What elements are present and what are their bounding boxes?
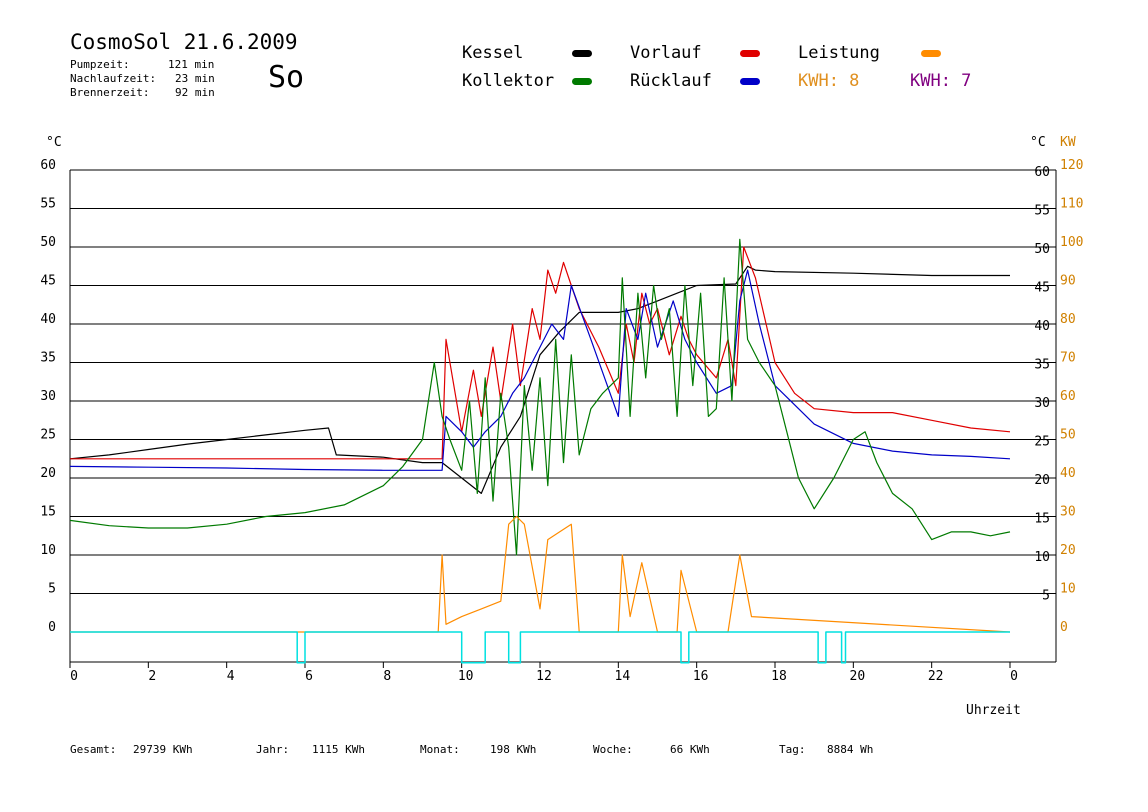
brenner-label: Brennerzeit: <box>70 86 150 99</box>
x-tick-label: 10 <box>458 669 474 684</box>
y-tick-label-right: 35 <box>1034 358 1050 373</box>
y-tick-label-left: 20 <box>40 466 56 481</box>
chart-title: CosmoSol 21.6.2009 <box>70 30 298 54</box>
footer-tag-value: 8884 Wh <box>827 743 874 756</box>
y-tick-label-right: 30 <box>1034 396 1050 411</box>
pumpzeit-label: Pumpzeit: <box>70 58 130 71</box>
footer-monat-value: 198 KWh <box>490 743 537 756</box>
x-tick-label: 8 <box>383 669 391 684</box>
y-tick-label-kw: 20 <box>1060 543 1076 558</box>
x-tick-label: 16 <box>693 669 709 684</box>
y-tick-label-left: 50 <box>40 235 56 250</box>
y-tick-label-right: 50 <box>1034 242 1050 257</box>
y-tick-label-left: 30 <box>40 389 56 404</box>
x-tick-label: 0 <box>70 669 78 684</box>
series-pumpe-line <box>70 631 1010 664</box>
x-tick-label: 18 <box>771 669 787 684</box>
footer-jahr-value: 1115 KWh <box>312 743 365 756</box>
y-tick-label-right: 55 <box>1034 204 1050 219</box>
y-tick-label-left: 25 <box>40 428 56 443</box>
y-tick-label-kw: 110 <box>1060 197 1083 212</box>
legend-ruecklauf: Rücklauf <box>630 71 712 91</box>
x-tick-label: 0 <box>1010 669 1018 684</box>
legend-kollektor: Kollektor <box>462 71 555 91</box>
legend-leistung-swatch <box>921 50 941 57</box>
y-axis-unit-right: °C <box>1030 135 1046 150</box>
y-tick-label-left: 40 <box>40 312 56 327</box>
footer-woche-value: 66 KWh <box>670 743 710 756</box>
series-leistung-line <box>70 515 1011 633</box>
legend-kwh-solar: KWH: 8 <box>798 71 860 91</box>
x-tick-label: 22 <box>928 669 944 684</box>
y-tick-label-kw: 100 <box>1060 235 1083 250</box>
footer-gesamt-value: 29739 KWh <box>133 743 193 756</box>
y-tick-label-right: 5 <box>1042 589 1050 604</box>
x-tick-label: 12 <box>536 669 552 684</box>
footer-tag-label: Tag: <box>779 743 806 756</box>
footer-woche-label: Woche: <box>593 743 633 756</box>
x-axis-label: Uhrzeit <box>966 703 1021 718</box>
series-kollektor-line <box>69 238 1011 556</box>
y-tick-label-kw: 50 <box>1060 428 1076 443</box>
y-tick-label-kw: 30 <box>1060 505 1076 520</box>
y-tick-label-kw: 80 <box>1060 312 1076 327</box>
footer-jahr-label: Jahr: <box>256 743 290 756</box>
x-tick-label: 14 <box>615 669 631 684</box>
legend-kessel: Kessel <box>462 43 524 63</box>
y-tick-label-right: 25 <box>1034 435 1050 450</box>
y-tick-label-left: 5 <box>48 582 56 597</box>
y-tick-label-kw: 40 <box>1060 466 1076 481</box>
legend-leistung: Leistung <box>798 43 880 63</box>
legend-ruecklauf-swatch <box>740 78 760 85</box>
x-tick-label: 6 <box>305 669 313 684</box>
y-tick-label-right: 15 <box>1034 512 1050 527</box>
legend-kwh-brenner: KWH: 7 <box>910 71 972 91</box>
y-tick-label-left: 10 <box>40 543 56 558</box>
weekday-label: So <box>268 60 305 95</box>
y-axis-unit-kw: KW <box>1060 135 1076 150</box>
brenner-value: 92 min <box>175 86 215 99</box>
y-tick-label-right: 20 <box>1034 473 1050 488</box>
y-tick-label-right: 40 <box>1034 319 1050 334</box>
y-tick-label-kw: 0 <box>1060 620 1068 635</box>
y-tick-label-right: 45 <box>1034 281 1050 296</box>
legend-vorlauf: Vorlauf <box>630 43 702 63</box>
y-tick-label-kw: 120 <box>1060 158 1083 173</box>
series-kessel-line <box>69 265 1010 494</box>
y-tick-label-left: 55 <box>40 197 56 212</box>
y-axis-unit-left: °C <box>46 135 62 150</box>
y-tick-label-kw: 70 <box>1060 351 1076 366</box>
x-tick-label: 2 <box>148 669 156 684</box>
legend-kessel-swatch <box>572 50 592 57</box>
y-tick-label-left: 60 <box>40 158 56 173</box>
footer-gesamt-label: Gesamt: <box>70 743 117 756</box>
y-tick-label-kw: 60 <box>1060 389 1076 404</box>
series-vorlauf-line <box>70 246 1011 460</box>
series-rcklauf-line <box>69 269 1011 471</box>
nachlauf-value: 23 min <box>175 72 215 85</box>
y-tick-label-kw: 10 <box>1060 582 1076 597</box>
nachlauf-label: Nachlaufzeit: <box>70 72 157 85</box>
legend-kollektor-swatch <box>572 78 592 85</box>
x-tick-label: 4 <box>227 669 235 684</box>
y-tick-label-kw: 90 <box>1060 274 1076 289</box>
y-tick-label-left: 35 <box>40 351 56 366</box>
y-tick-label-left: 0 <box>48 620 56 635</box>
y-tick-label-left: 15 <box>40 505 56 520</box>
y-tick-label-right: 60 <box>1034 165 1050 180</box>
x-tick-label: 20 <box>850 669 866 684</box>
y-tick-label-left: 45 <box>40 274 56 289</box>
legend-vorlauf-swatch <box>740 50 760 57</box>
y-tick-label-right: 10 <box>1034 550 1050 565</box>
footer-monat-label: Monat: <box>420 743 460 756</box>
pumpzeit-value: 121 min <box>168 58 215 71</box>
